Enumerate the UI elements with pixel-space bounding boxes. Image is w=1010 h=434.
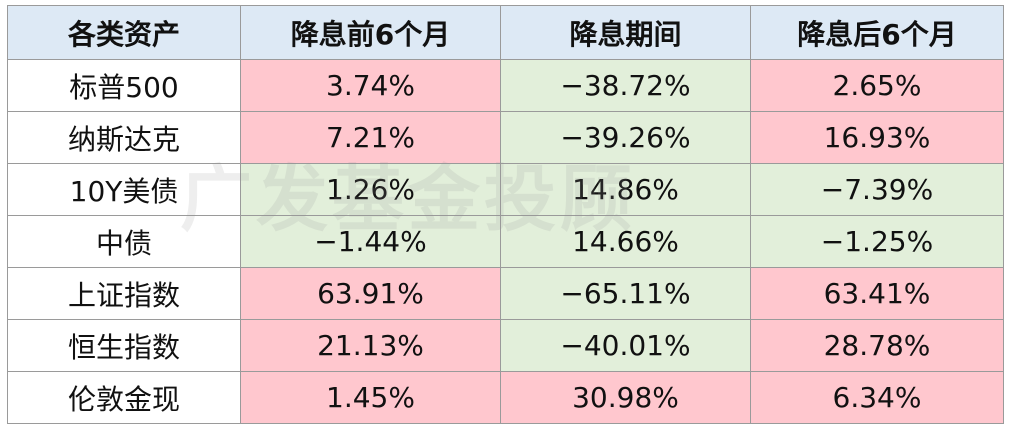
value-cell: 7.21% (240, 111, 501, 164)
row-label: 恒生指数 (7, 319, 241, 372)
value-cell: 1.45% (240, 371, 501, 424)
header-cell: 各类资产 (7, 5, 241, 60)
row-label: 纳斯达克 (7, 111, 241, 164)
table-row: 上证指数 63.91% −65.11% 63.41% (7, 267, 1004, 320)
table-row: 恒生指数 21.13% −40.01% 28.78% (7, 319, 1004, 372)
value-cell: 6.34% (750, 371, 1004, 424)
header-cell: 降息前6个月 (240, 5, 501, 60)
value-cell: 14.66% (500, 215, 751, 268)
value-cell: −65.11% (500, 267, 751, 320)
value-cell: −1.25% (750, 215, 1004, 268)
table-row: 中债 −1.44% 14.66% −1.25% (7, 215, 1004, 268)
value-cell: −38.72% (500, 59, 751, 112)
value-cell: 14.86% (500, 163, 751, 216)
header-row: 各类资产 降息前6个月 降息期间 降息后6个月 (7, 5, 1004, 60)
value-cell: 21.13% (240, 319, 501, 372)
table-row: 标普500 3.74% −38.72% 2.65% (7, 59, 1004, 112)
value-cell: −40.01% (500, 319, 751, 372)
value-cell: 2.65% (750, 59, 1004, 112)
table-row: 10Y美债 1.26% 14.86% −7.39% (7, 163, 1004, 216)
header-cell: 降息后6个月 (750, 5, 1004, 60)
value-cell: 3.74% (240, 59, 501, 112)
value-cell: −39.26% (500, 111, 751, 164)
value-cell: 30.98% (500, 371, 751, 424)
value-cell: 63.41% (750, 267, 1004, 320)
value-cell: −1.44% (240, 215, 501, 268)
row-label: 中债 (7, 215, 241, 268)
value-cell: 1.26% (240, 163, 501, 216)
table-row: 伦敦金现 1.45% 30.98% 6.34% (7, 371, 1004, 424)
value-cell: 63.91% (240, 267, 501, 320)
row-label: 10Y美债 (7, 163, 241, 216)
data-table: 各类资产 降息前6个月 降息期间 降息后6个月 标普500 3.74% −38.72% 2.… (7, 5, 1004, 424)
header-cell: 降息期间 (500, 5, 751, 60)
table-row: 纳斯达克 7.21% −39.26% 16.93% (7, 111, 1004, 164)
row-label: 标普500 (7, 59, 241, 112)
value-cell: −7.39% (750, 163, 1004, 216)
row-label: 上证指数 (7, 267, 241, 320)
value-cell: 28.78% (750, 319, 1004, 372)
row-label: 伦敦金现 (7, 371, 241, 424)
value-cell: 16.93% (750, 111, 1004, 164)
table-body: 标普500 3.74% −38.72% 2.65% 纳斯达克 7.21% −39.26% 16… (7, 59, 1004, 424)
